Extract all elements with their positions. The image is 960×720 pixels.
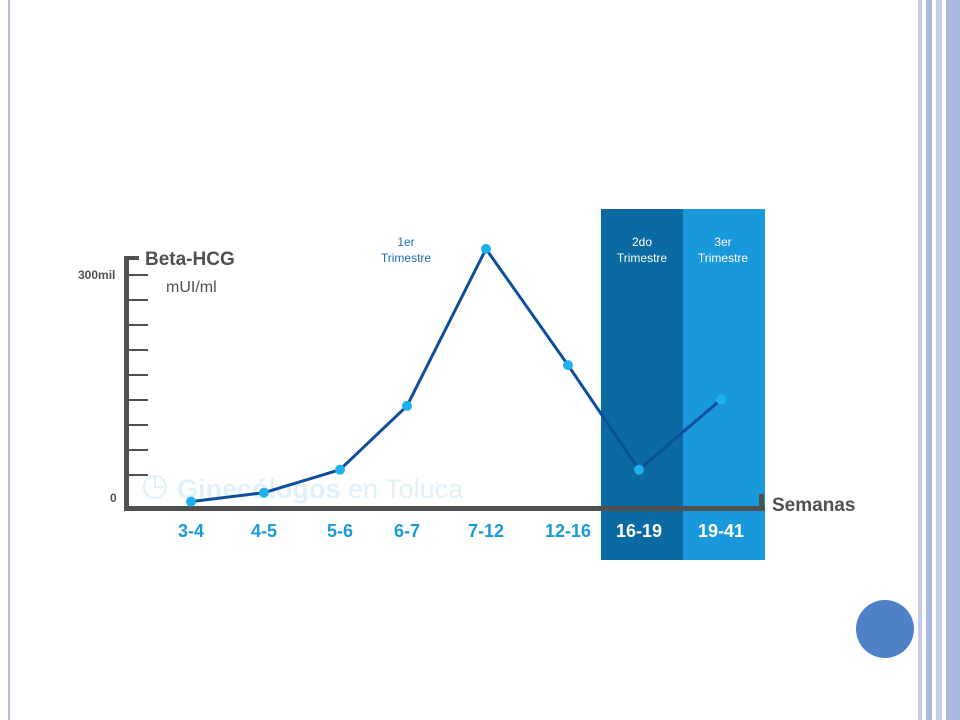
y-axis-tick: [129, 274, 148, 276]
trimester-1-label-line1: 1er: [397, 235, 414, 249]
x-axis-end-cap: [759, 494, 764, 511]
watermark-suffix: en Toluca: [348, 474, 464, 504]
y-axis-tick: [129, 324, 148, 326]
x-tick-label: 12-16: [545, 521, 591, 541]
x-axis: [124, 494, 765, 511]
y-axis-tick: [129, 374, 148, 376]
data-point: [634, 464, 644, 475]
trimester-2-label-line2: Trimestre: [617, 251, 668, 265]
data-point: [335, 464, 345, 475]
y-axis-tick: [129, 299, 148, 301]
series-beta-hcg: [186, 243, 726, 507]
data-point: [481, 243, 491, 254]
trimester-2-label-line1: 2do: [632, 235, 652, 249]
data-point: [563, 360, 573, 371]
trimester-1-label-line2: Trimestre: [381, 251, 432, 265]
y-axis-top-cap: [124, 256, 139, 260]
watermark-logo-icon: [143, 475, 167, 499]
slide-frame-right-stripe: [936, 0, 942, 720]
slide-frame-right-stripe: [918, 0, 922, 720]
x-tick-label: 3-4: [178, 521, 204, 541]
y-axis-top-label: 300mil: [78, 268, 115, 282]
x-tick-label: 5-6: [327, 521, 353, 541]
y-axis-line: [124, 256, 129, 511]
y-axis-tick: [129, 349, 148, 351]
x-axis-tick-labels: 3-4 4-5 5-6 6-7 7-12 12-16 16-19 19-41: [178, 521, 744, 541]
x-tick-label: 6-7: [394, 521, 420, 541]
x-tick-label: 16-19: [616, 521, 662, 541]
x-tick-label: 7-12: [468, 521, 504, 541]
data-point: [186, 496, 196, 507]
slide-frame-right-stripe: [946, 0, 960, 720]
watermark-space: [341, 474, 349, 504]
y-axis-zero-label: 0: [110, 491, 117, 505]
y-axis-ticks: [129, 274, 148, 476]
y-axis-tick: [129, 424, 148, 426]
x-tick-label: 4-5: [251, 521, 277, 541]
x-axis-line: [124, 506, 765, 511]
y-axis-tick: [129, 449, 148, 451]
series-line: [190, 247, 722, 504]
data-point: [402, 400, 412, 411]
data-point: [716, 394, 726, 405]
x-axis-label: Semanas: [772, 495, 855, 516]
slide-frame-right-stripe: [926, 0, 932, 720]
slide-frame-left-line: [8, 0, 10, 720]
y-axis-unit: mUI/ml: [166, 279, 217, 296]
second-trimester-band: [601, 209, 683, 560]
y-axis-tick: [129, 399, 148, 401]
y-axis: [124, 256, 148, 511]
trimester-3-label-line1: 3er: [714, 235, 731, 249]
y-axis-tick: [129, 474, 148, 476]
third-trimester-band: [683, 209, 765, 560]
data-point: [259, 487, 269, 498]
chart-title: Beta-HCG: [145, 249, 235, 270]
watermark-logo-mark: [154, 477, 164, 488]
trimester-3-label-line2: Trimestre: [698, 251, 749, 265]
x-tick-label: 19-41: [698, 521, 744, 541]
decorative-circle: [856, 600, 914, 658]
